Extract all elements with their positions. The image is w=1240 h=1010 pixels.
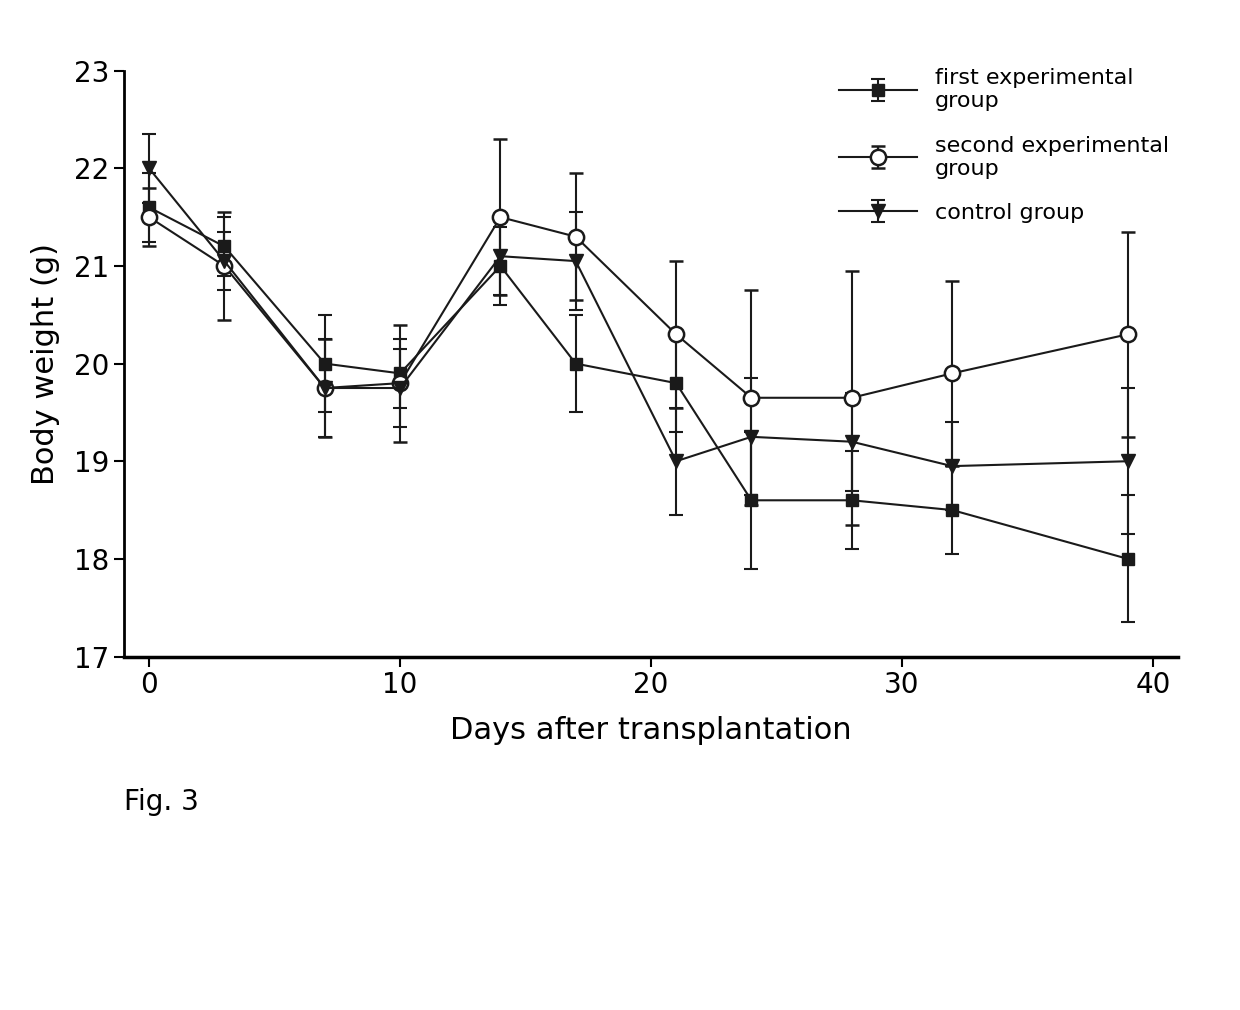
Text: Fig. 3: Fig. 3 [124, 788, 198, 816]
X-axis label: Days after transplantation: Days after transplantation [450, 716, 852, 744]
Legend: first experimental
group, second experimental
group, control group: first experimental group, second experim… [831, 59, 1178, 232]
Y-axis label: Body weight (g): Body weight (g) [31, 242, 61, 485]
